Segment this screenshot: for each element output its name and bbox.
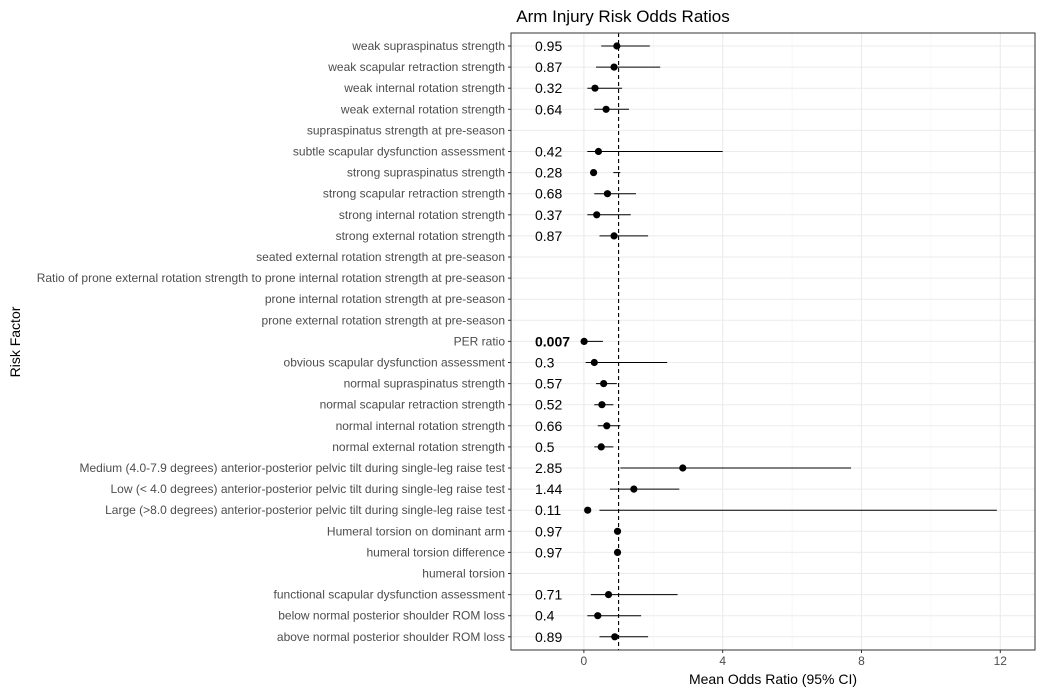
chart-title: Arm Injury Risk Odds Ratios [516, 7, 730, 26]
y-tick-label: strong supraspinatus strength [347, 166, 505, 180]
y-tick-label: prone internal rotation strength at pre-… [265, 292, 505, 306]
odds-ratio-point [589, 169, 598, 177]
confidence-intervals [583, 45, 997, 638]
odds-ratio-point [613, 527, 622, 535]
odds-ratio-label: 0.71 [535, 587, 562, 603]
y-tick-label: weak scapular retraction strength [327, 60, 505, 74]
y-tick-label: PER ratio [454, 334, 506, 348]
y-tick-label: humeral torsion difference [366, 545, 505, 559]
odds-ratio-point [591, 84, 599, 92]
odds-ratio-point [593, 211, 601, 219]
odds-ratio-point [597, 443, 605, 451]
y-tick-label: obvious scapular dysfunction assessment [284, 356, 506, 370]
y-tick-label: below normal posterior shoulder ROM loss [278, 609, 505, 623]
odds-ratio-point [584, 506, 592, 514]
y-tick-label: functional scapular dysfunction assessme… [274, 588, 506, 602]
odds-ratio-point [590, 358, 598, 367]
y-tick-label: Low (< 4.0 degrees) anterior-posterior p… [110, 482, 505, 496]
y-tick-label: normal supraspinatus strength [344, 377, 505, 391]
x-axis-ticks: 0 4 8 12 [581, 650, 1008, 668]
y-axis-ticks: weak supraspinatus strength weak scapular… [37, 39, 511, 644]
y-tick-label: normal scapular retraction strength [320, 398, 505, 412]
x-axis-label: Mean Odds Ratio (95% CI) [689, 671, 857, 687]
y-tick-label: weak internal rotation strength [343, 81, 505, 95]
odds-ratio-point [600, 380, 608, 388]
odds-ratio-point [610, 63, 618, 71]
odds-ratio-label: 0.11 [535, 502, 561, 518]
y-tick-label: seated external rotation strength at pre… [256, 250, 505, 264]
x-tick-label: 4 [719, 654, 726, 668]
odds-ratio-point [603, 422, 611, 430]
y-tick-label: prone external rotation strength at pre-… [262, 313, 505, 327]
odds-ratio-points [580, 42, 687, 641]
odds-ratio-point [594, 147, 603, 156]
y-tick-label: weak external rotation strength [340, 102, 505, 116]
odds-ratio-label: 0.87 [535, 59, 562, 75]
odds-ratio-point [580, 337, 588, 345]
y-tick-label: Humeral torsion on dominant arm [327, 524, 505, 538]
odds-ratio-label: 0.66 [535, 418, 562, 434]
odds-ratio-point [679, 464, 687, 472]
y-tick-label: Large (>8.0 degrees) anterior-posterior … [105, 503, 506, 517]
odds-ratio-label: 1.44 [535, 481, 562, 497]
x-tick-label: 8 [858, 654, 865, 668]
odds-ratio-label: 0.87 [535, 228, 562, 244]
y-tick-label: weak supraspinatus strength [351, 39, 505, 53]
x-tick-label: 0 [581, 654, 588, 668]
grid-lines [511, 33, 1035, 650]
y-tick-label: strong internal rotation strength [339, 208, 505, 222]
odds-ratio-label: 2.85 [535, 460, 562, 476]
odds-ratio-label: 0.57 [535, 376, 562, 392]
odds-ratio-labels: 0.95 0.87 0.32 0.64 0.42 0.28 0.68 0.37 0.87 0.00… [535, 38, 570, 645]
y-tick-label: Ratio of prone external rotation strengt… [37, 271, 505, 285]
odds-ratio-label: 0.42 [535, 144, 562, 160]
odds-ratio-point [613, 42, 621, 50]
odds-ratio-label: 0.68 [535, 186, 562, 202]
odds-ratio-label: 0.97 [535, 523, 562, 539]
y-tick-label: humeral torsion [422, 567, 505, 581]
y-tick-label: Medium (4.0-7.9 degrees) anterior-poster… [79, 461, 505, 475]
odds-ratio-label: 0.3 [535, 355, 555, 371]
y-tick-label: normal internal rotation strength [336, 419, 505, 433]
odds-ratio-label: 0.97 [535, 544, 562, 560]
odds-ratio-label: 0.32 [535, 80, 562, 96]
odds-ratio-label: 0.95 [535, 38, 562, 54]
x-tick-label: 12 [994, 654, 1008, 668]
odds-ratio-point [611, 633, 619, 641]
odds-ratio-label: 0.4 [535, 608, 555, 624]
odds-ratio-point [602, 105, 610, 113]
y-tick-label: strong scapular retraction strength [323, 187, 505, 201]
odds-ratio-point [630, 485, 638, 493]
odds-ratio-label: 0.007 [535, 333, 570, 349]
odds-ratio-label: 0.64 [535, 101, 562, 117]
odds-ratio-point [594, 612, 602, 620]
y-axis-label: Risk Factor [7, 306, 23, 377]
odds-ratio-point [598, 401, 606, 409]
odds-ratio-label: 0.37 [535, 207, 562, 223]
y-tick-label: normal external rotation strength [332, 440, 505, 454]
y-tick-label: strong external rotation strength [336, 229, 505, 243]
odds-ratio-label: 0.28 [535, 165, 562, 181]
odds-ratio-point [613, 548, 622, 557]
odds-ratio-label: 0.52 [535, 397, 562, 413]
odds-ratio-point [603, 190, 612, 198]
y-tick-label: above normal posterior shoulder ROM loss [277, 630, 505, 644]
y-tick-label: supraspinatus strength at pre-season [307, 123, 505, 137]
odds-ratio-point [610, 232, 618, 240]
odds-ratio-point [604, 591, 613, 599]
odds-ratio-label: 0.89 [535, 629, 562, 645]
odds-ratio-label: 0.5 [535, 439, 555, 455]
y-tick-label: subtle scapular dysfunction assessment [293, 145, 506, 159]
